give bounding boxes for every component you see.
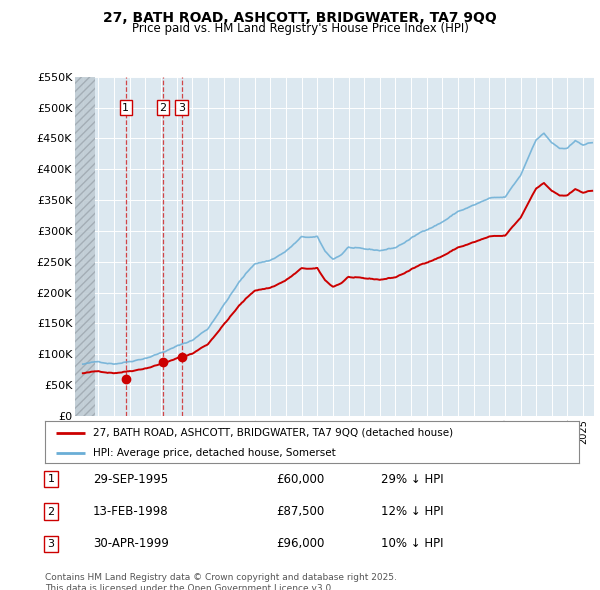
Text: £96,000: £96,000 [276,537,325,550]
Text: 1: 1 [47,474,55,484]
Text: 12% ↓ HPI: 12% ↓ HPI [381,505,443,518]
Bar [75,77,95,416]
Text: 2: 2 [159,103,166,113]
Text: Price paid vs. HM Land Registry's House Price Index (HPI): Price paid vs. HM Land Registry's House … [131,22,469,35]
Text: 29% ↓ HPI: 29% ↓ HPI [381,473,443,486]
Text: £87,500: £87,500 [276,505,324,518]
Text: 27, BATH ROAD, ASHCOTT, BRIDGWATER, TA7 9QQ: 27, BATH ROAD, ASHCOTT, BRIDGWATER, TA7 … [103,11,497,25]
Text: 27, BATH ROAD, ASHCOTT, BRIDGWATER, TA7 9QQ (detached house): 27, BATH ROAD, ASHCOTT, BRIDGWATER, TA7 … [93,428,453,438]
Text: 2: 2 [47,507,55,516]
Text: £60,000: £60,000 [276,473,324,486]
Text: HPI: Average price, detached house, Somerset: HPI: Average price, detached house, Some… [93,448,336,457]
Text: 3: 3 [47,539,55,549]
Text: 29-SEP-1995: 29-SEP-1995 [93,473,168,486]
Text: 10% ↓ HPI: 10% ↓ HPI [381,537,443,550]
Text: 1: 1 [122,103,130,113]
Text: 3: 3 [178,103,185,113]
Text: 30-APR-1999: 30-APR-1999 [93,537,169,550]
Text: Contains HM Land Registry data © Crown copyright and database right 2025.
This d: Contains HM Land Registry data © Crown c… [45,573,397,590]
Text: 13-FEB-1998: 13-FEB-1998 [93,505,169,518]
